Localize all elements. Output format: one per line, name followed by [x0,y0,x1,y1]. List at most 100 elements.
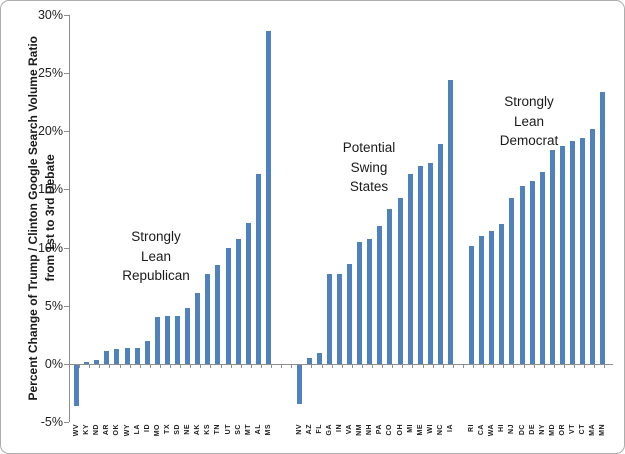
y-axis-tick [64,73,69,75]
bar [559,146,565,364]
bar [590,129,596,364]
x-axis-tick [412,363,414,368]
x-axis-tick [180,363,182,368]
x-axis-tick [281,363,283,368]
bar [377,225,383,364]
group-annotation-line: Strongly [131,229,181,244]
x-axis-tick [331,363,333,368]
x-axis-tick [149,363,151,368]
x-axis-tick [432,363,434,368]
x-axis-tick [493,363,495,368]
bar [437,144,443,364]
x-axis-tick [170,363,171,368]
x-axis-tick [119,363,121,368]
bar [387,209,393,364]
x-axis-tick [351,363,353,368]
y-axis-line [69,15,70,422]
x-axis-tick [584,363,586,368]
x-axis-tick [563,363,565,368]
bar [539,172,545,364]
x-axis-tick [533,363,535,368]
group-annotation: Strongly Lean Democrat [449,92,609,151]
bar [185,308,191,364]
bar [336,274,342,364]
y-axis-tick [64,247,69,249]
group-annotation-line: Lean [513,113,545,129]
y-axis-tick-label: 15% [37,182,63,197]
y-axis-tick [64,189,69,191]
bar [265,31,271,364]
group-annotation-line: Swing [350,159,388,175]
x-axis-tick [79,363,81,368]
bar [570,140,575,364]
group-annotation: Potential Swing States [289,138,449,197]
y-axis-tick-label: 0% [44,356,63,371]
bar [600,91,606,364]
group-annotation-line: Potential [342,140,396,155]
x-axis-tick [372,363,373,368]
y-axis-tick [64,363,69,365]
x-axis-tick [523,363,525,368]
bar [215,265,221,364]
x-axis-line [69,363,613,365]
x-axis-tick [271,363,272,368]
bar [144,340,150,364]
bar [347,263,352,364]
bar [94,360,100,364]
x-axis-tick [109,363,111,368]
bar [427,162,433,364]
bar [448,80,453,364]
bar [164,316,170,364]
x-axis-tick [220,363,222,368]
x-axis-tick [574,363,575,368]
x-axis-tick [311,363,313,368]
bar [499,224,505,364]
bar [417,166,423,364]
bar [114,348,120,364]
bar [529,181,535,364]
x-axis-tick [462,363,464,368]
bar [357,241,363,364]
y-axis-tick [64,131,69,133]
bar [84,361,90,364]
bar [367,239,373,364]
x-axis-tick [291,363,293,368]
x-axis-tick [200,363,202,368]
x-axis-tick [260,363,262,368]
x-axis-tick [230,363,232,368]
y-axis-tick-label: 10% [37,240,63,255]
bar [316,353,322,364]
x-axis-tick [382,363,384,368]
x-axis-tick [341,363,343,368]
bar [580,138,586,364]
x-axis-tick [190,363,192,368]
y-axis-tick-label: -5% [40,415,63,429]
bar [306,358,312,364]
x-axis-tick [483,363,485,368]
group-annotation: Strongly Lean Republican [76,227,236,286]
x-axis-tick [513,363,515,368]
bar [74,364,79,406]
x-axis-label-text: IA [447,424,454,432]
bar [489,231,495,364]
x-axis-tick [240,363,242,368]
bar [175,316,180,364]
x-axis-tick [129,363,131,368]
y-axis-title-line1: Percent Change of Trump / Clinton Google… [26,36,40,401]
x-axis-tick [89,363,91,368]
y-axis-tick [64,422,69,423]
y-axis-tick-label: 25% [37,66,63,81]
bar [205,274,211,364]
y-axis-title-line2: from 1st to 3rd Debate [43,154,57,283]
bar [225,247,231,364]
x-axis-tick [594,363,596,368]
bar [124,347,130,364]
x-axis-label: MN [596,424,610,444]
group-annotation-line: Democrat [499,133,559,148]
x-axis-tick [452,363,454,368]
bar [469,246,474,364]
x-axis-tick [99,363,101,368]
x-axis-tick [503,363,505,368]
x-axis-label-text: MS [264,424,272,436]
bar [326,274,332,364]
